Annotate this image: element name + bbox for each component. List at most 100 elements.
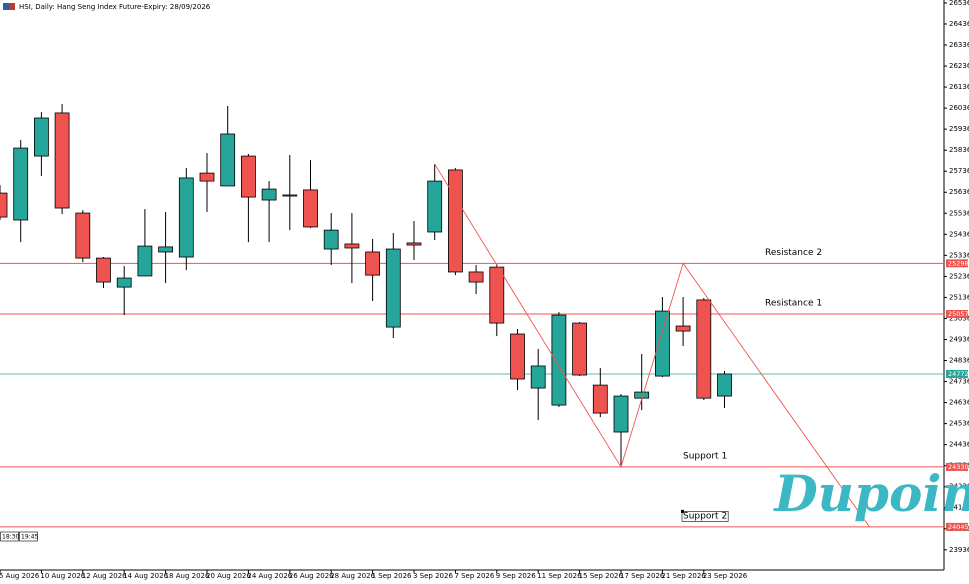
time-box (0, 531, 19, 542)
y-tick-label: 26436 (949, 20, 969, 28)
y-tick-label: 25336 (949, 251, 969, 259)
level-anchor (681, 509, 684, 513)
candle-body (551, 314, 567, 406)
candle-body (261, 188, 277, 201)
watermark: Dupoin (772, 464, 969, 523)
y-tick-label: 24436 (949, 441, 969, 449)
price-tag (946, 369, 968, 378)
y-tick-label: 24236 (949, 483, 969, 491)
x-tick-label: 24 Aug 2026 (247, 572, 292, 580)
y-tick-label: 24836 (949, 357, 969, 365)
x-tick-label: 28 Aug 2026 (330, 572, 375, 580)
price-tag-label: 25057 (948, 310, 969, 318)
x-tick-label: 21 Sep 2026 (661, 572, 706, 580)
y-tick-label: 25236 (949, 272, 969, 280)
candle-body (75, 212, 91, 259)
candle-body (572, 322, 587, 376)
zigzag-line (434, 163, 870, 528)
candle-body (613, 395, 629, 433)
candle-body (137, 245, 153, 277)
candle-body (220, 133, 236, 187)
candle-body (655, 310, 670, 377)
x-tick-label: 3 Sep 2026 (413, 572, 453, 580)
y-tick-label: 24936 (949, 335, 969, 343)
x-tick-label: 5 Aug 2026 (0, 572, 40, 580)
candle-body (675, 325, 691, 332)
candle-body (282, 194, 298, 197)
candle-body (303, 189, 318, 228)
candle-body (510, 333, 525, 380)
y-tick-label: 25036 (949, 314, 969, 322)
candle-body (178, 177, 194, 258)
candle-body (634, 391, 650, 399)
y-tick-label: 26536 (949, 0, 969, 7)
candle-body (406, 242, 422, 246)
symbol-icon (3, 3, 9, 10)
y-tick-label: 25836 (949, 146, 969, 154)
y-tick-label: 26036 (949, 104, 969, 112)
x-tick-label: 11 Sep 2026 (537, 572, 582, 580)
candle-body (447, 169, 463, 273)
candle-body (489, 266, 505, 324)
x-tick-label: 9 Sep 2026 (496, 572, 536, 580)
level-label: Resistance 2 (765, 248, 822, 258)
candle-body (158, 246, 174, 253)
candle-body (427, 180, 443, 233)
price-tag (946, 522, 968, 531)
candle-body (199, 172, 215, 182)
y-tick-label: 24136 (949, 504, 969, 512)
candle-body (530, 365, 546, 389)
y-tick-label: 25436 (949, 230, 969, 238)
x-tick-label: 14 Aug 2026 (123, 572, 168, 580)
candle-body (468, 271, 484, 283)
x-tick-label: 26 Aug 2026 (289, 572, 334, 580)
x-tick-label: 1 Sep 2026 (372, 572, 412, 580)
level-label: Resistance 1 (765, 299, 822, 309)
x-tick-label: 20 Aug 2026 (206, 572, 251, 580)
x-tick-label: 15 Sep 2026 (579, 572, 624, 580)
price-tag (946, 310, 968, 319)
candle-body (696, 299, 712, 399)
y-tick-label: 25536 (949, 209, 969, 217)
y-tick-label: 23936 (949, 546, 969, 554)
price-tag-label: 24330 (948, 463, 969, 471)
chart-title: HSI, Daily: Hang Seng Index Future-Expir… (19, 3, 211, 11)
candle-body (365, 251, 381, 276)
y-tick-label: 26336 (949, 41, 969, 49)
time-label: 18:30 (2, 534, 19, 541)
level-label-box (681, 511, 729, 522)
y-tick-label: 25936 (949, 125, 969, 133)
candle-body (54, 112, 70, 209)
time-box (19, 531, 38, 542)
time-label: 19:45 (21, 534, 38, 541)
price-tag-label: 24045 (948, 523, 969, 531)
x-tick-label: 23 Sep 2026 (703, 572, 748, 580)
price-tag (946, 462, 968, 471)
candle-body (240, 155, 256, 198)
symbol-icon (9, 3, 15, 10)
candle-body (34, 117, 49, 157)
level-label: Support 1 (683, 451, 727, 461)
y-tick-label: 24736 (949, 378, 969, 386)
x-tick-label: 12 Aug 2026 (82, 572, 127, 580)
price-tag-label: 25298 (948, 259, 969, 267)
candle-body (344, 243, 360, 249)
y-tick-label: 25736 (949, 167, 969, 175)
candle-body (96, 257, 111, 283)
y-tick-label: 26236 (949, 62, 969, 70)
candle-body (385, 248, 401, 328)
y-tick-label: 24636 (949, 399, 969, 407)
y-tick-label: 25136 (949, 293, 969, 301)
candle-body (116, 277, 132, 288)
level-label: Support 2 (683, 511, 727, 521)
y-tick-label: 25636 (949, 188, 969, 196)
price-tag-label: 24772 (948, 370, 969, 378)
candle-body (0, 192, 8, 218)
x-tick-label: 10 Aug 2026 (40, 572, 85, 580)
candle-body (717, 373, 732, 397)
x-tick-label: 17 Sep 2026 (620, 572, 665, 580)
candle-body (592, 384, 608, 414)
candle-body (323, 229, 339, 250)
